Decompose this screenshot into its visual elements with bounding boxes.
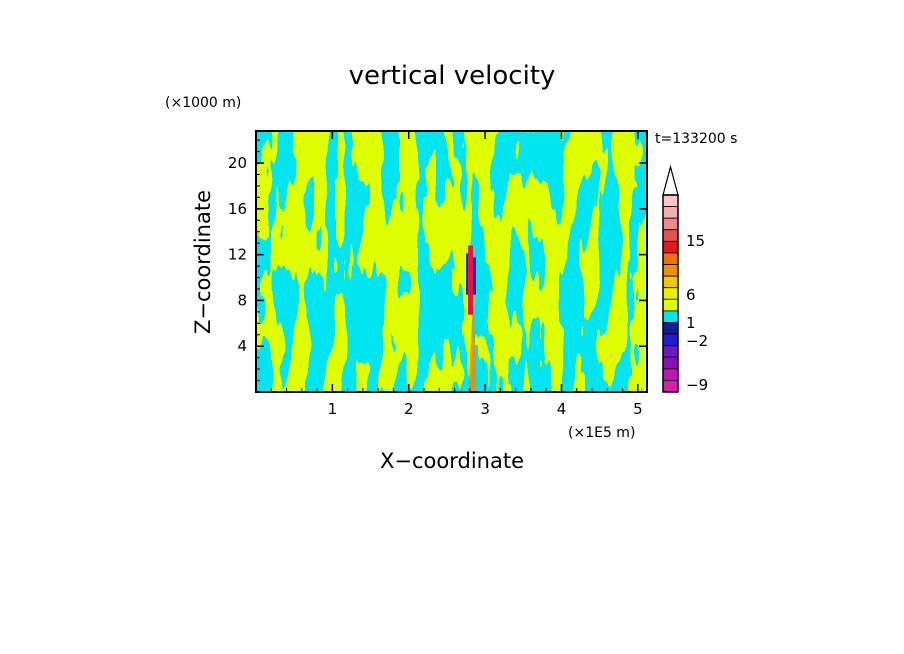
field-bands — [256, 131, 647, 392]
x-tick-label-5: 5 — [633, 400, 643, 418]
x-unit-label: (×1E5 m) — [568, 425, 635, 441]
colorbar-swatch — [662, 252, 679, 265]
y-tick-label-4: 4 — [237, 337, 247, 355]
colorbar-swatch — [662, 194, 679, 207]
plume-core-downdraft-right — [470, 257, 476, 295]
y-axis-label: Z−coordinate — [191, 190, 215, 334]
y-tick-label-12: 12 — [228, 246, 247, 264]
x-tick-label-2: 2 — [404, 400, 414, 418]
colorbar-swatch — [662, 217, 679, 231]
colorbar-swatch — [662, 240, 679, 254]
colorbar-swatch — [662, 264, 679, 277]
colorbar-label-1: 1 — [686, 314, 696, 332]
chart-title: vertical velocity — [349, 61, 556, 91]
colorbar-label-6: 6 — [686, 286, 696, 304]
colorbar-swatch — [662, 322, 679, 335]
x-tick-label-3: 3 — [480, 400, 490, 418]
plot-frame — [255, 130, 648, 393]
colorbar-swatch — [662, 368, 679, 381]
colorbar-label--9: −9 — [686, 376, 708, 394]
colorbar-swatch — [662, 345, 679, 358]
colorbar-swatch — [662, 229, 679, 242]
colorbar-swatch — [662, 356, 679, 370]
colorbar-extend-arrow — [662, 164, 679, 196]
plot-area — [256, 131, 647, 392]
colorbar: −9 −21 6 15 — [662, 164, 708, 394]
y-tick-label-8: 8 — [237, 291, 247, 309]
x-tick-label-4: 4 — [557, 400, 567, 418]
x-tick-label-1: 1 — [328, 400, 338, 418]
time-label: t=133200 s — [655, 131, 737, 147]
plume-core-updraft — [467, 245, 473, 315]
colorbar-swatch — [662, 275, 679, 289]
colorbar-frame — [662, 194, 679, 393]
y-tick-label-16: 16 — [228, 200, 247, 218]
plume-stem — [468, 294, 477, 392]
colorbar-swatch — [662, 287, 679, 300]
colorbar-label-15: 15 — [686, 232, 705, 250]
y-tick-label-20: 20 — [228, 154, 247, 172]
y-unit-label: (×1000 m) — [165, 95, 241, 111]
colorbar-swatch — [662, 333, 679, 347]
colorbar-swatch — [662, 310, 679, 323]
x-axis: 1 2 3 4 5 — [270, 131, 643, 418]
colorbar-label--2: −2 — [686, 332, 708, 350]
y-axis: 4 8 12 16 20 — [228, 139, 647, 382]
x-axis-label: X−coordinate — [380, 449, 524, 473]
colorbar-swatch — [662, 380, 679, 393]
plume-group — [466, 245, 477, 392]
colorbar-swatch — [662, 298, 679, 312]
colorbar-swatch — [662, 206, 679, 219]
